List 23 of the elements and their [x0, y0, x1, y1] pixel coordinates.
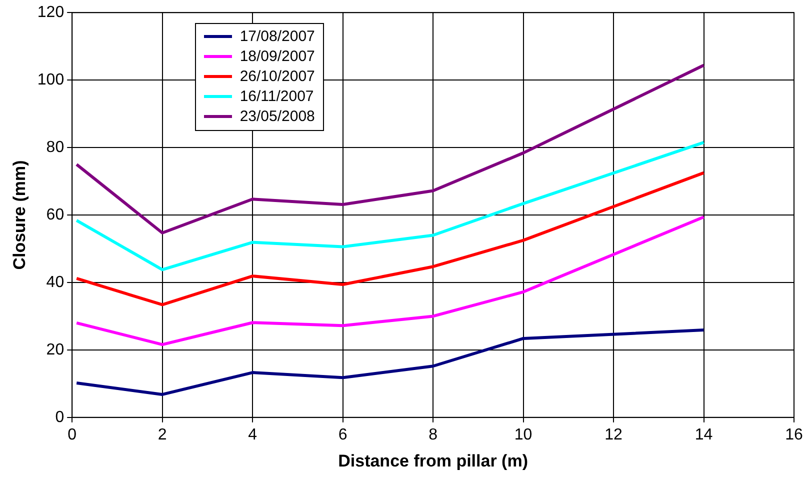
x-tick-label: 8 — [428, 426, 438, 444]
x-tick-label: 4 — [248, 426, 258, 444]
legend-label: 26/10/2007 — [240, 68, 315, 86]
legend-label: 17/08/2007 — [240, 28, 315, 46]
y-tick-label: 120 — [37, 4, 64, 22]
y-tick-label: 100 — [37, 71, 64, 88]
y-tick-label: 60 — [46, 206, 64, 224]
x-tick-label: 2 — [158, 426, 167, 444]
legend-label: 18/09/2007 — [240, 48, 315, 66]
y-tick-label: 40 — [46, 274, 64, 291]
y-tick-label: 80 — [46, 138, 64, 156]
y-axis-title: Closure (mm) — [10, 160, 29, 270]
legend-label: 16/11/2007 — [240, 88, 314, 106]
x-tick-label: 10 — [514, 426, 532, 444]
x-tick-label: 16 — [785, 426, 803, 444]
x-axis-title: Distance from pillar (m) — [338, 451, 528, 470]
y-tick-label: 20 — [46, 341, 64, 358]
x-tick-label: 12 — [604, 426, 623, 444]
legend-label: 23/05/2008 — [240, 108, 315, 126]
y-tick-label: 0 — [55, 408, 64, 426]
x-tick-label: 6 — [338, 426, 348, 444]
x-tick-label: 0 — [68, 426, 77, 444]
x-tick-label: 14 — [694, 426, 713, 444]
